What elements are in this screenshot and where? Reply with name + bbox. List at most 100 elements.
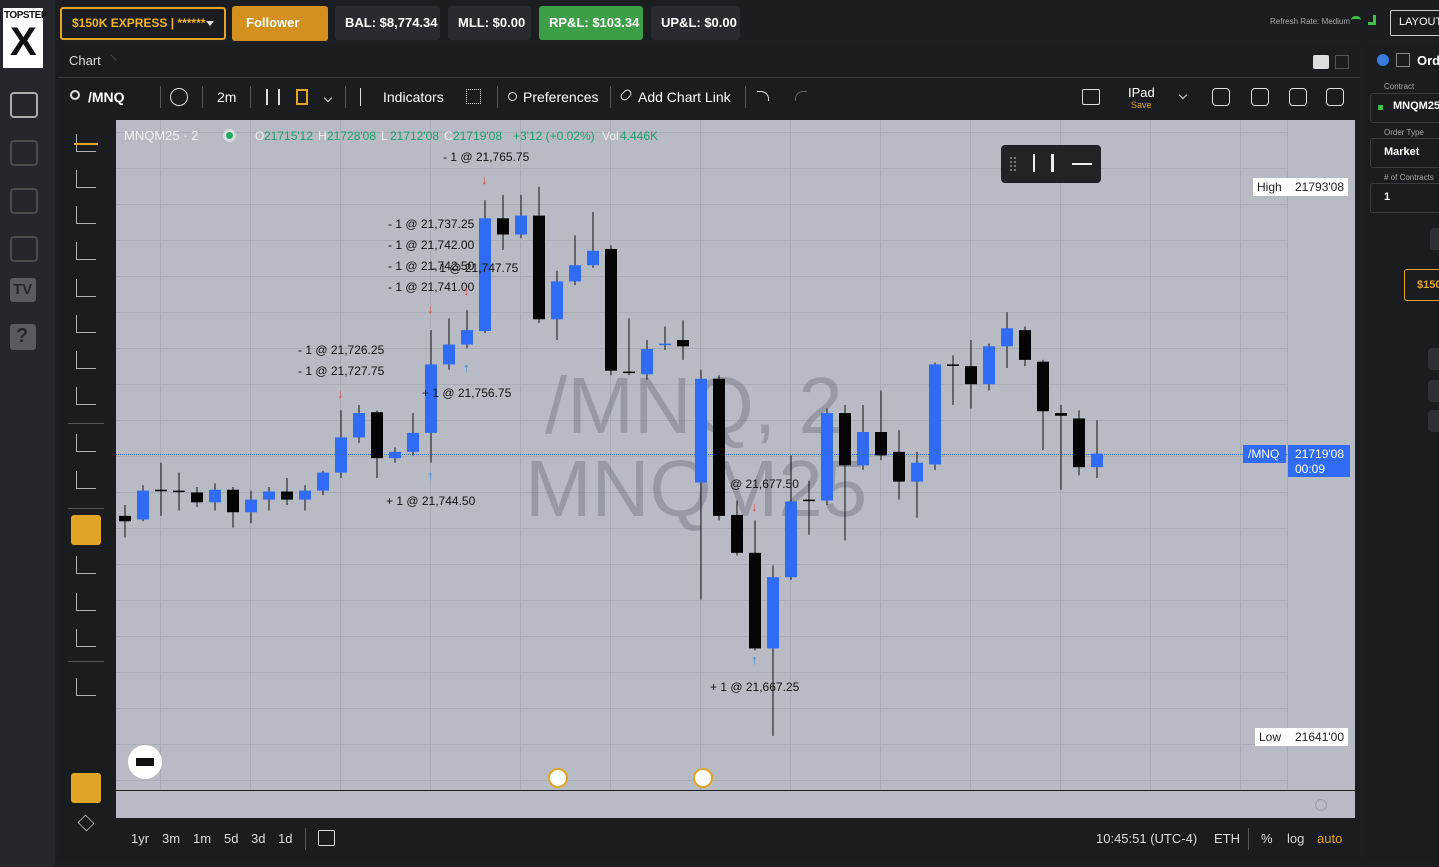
redo-icon[interactable] [795, 91, 807, 101]
layout-save: Save [1131, 100, 1152, 110]
toolbar-divider [345, 86, 346, 108]
indicators[interactable]: Indicators [383, 89, 444, 105]
candle-body [1055, 413, 1067, 416]
candle-body [317, 472, 329, 491]
preferences[interactable]: Preferences [523, 89, 599, 105]
toolbar-icon[interactable] [1289, 88, 1307, 106]
low-label-box [1255, 728, 1348, 746]
contract-field[interactable] [1370, 93, 1439, 123]
candle-body [695, 378, 707, 483]
trade-annotation: - 1 @ 21,742.00 [388, 238, 475, 252]
panel-icon [1377, 54, 1389, 66]
drawing-tool[interactable] [76, 387, 96, 405]
select-icon[interactable] [1082, 89, 1100, 105]
order-button-label: $150 [1417, 279, 1439, 291]
drawing-tool[interactable] [76, 629, 96, 647]
low-value: 21641'00 [1295, 730, 1345, 744]
toolbar-icon[interactable] [1212, 88, 1230, 106]
drawing-tool[interactable] [76, 556, 96, 574]
add-compare[interactable] [170, 88, 188, 106]
ft-tool[interactable] [1033, 154, 1043, 172]
toolbar-icon[interactable] [1251, 88, 1269, 106]
drawing-tool[interactable] [76, 279, 96, 297]
templates-icon[interactable] [466, 89, 481, 104]
candle-style-icon[interactable] [296, 89, 308, 105]
candle-body [569, 265, 581, 282]
candle-body [551, 281, 563, 320]
range-button[interactable]: 1yr [131, 831, 150, 846]
auto-toggle[interactable]: auto [1317, 831, 1343, 846]
ft-tool[interactable] [1051, 154, 1054, 172]
time-axis [116, 790, 1355, 818]
bottom-divider [1248, 828, 1249, 850]
axis-settings[interactable] [1315, 799, 1327, 811]
sidebar-icon [10, 236, 38, 262]
session[interactable]: ETH [1214, 831, 1240, 846]
layout-name[interactable]: IPad [1128, 85, 1155, 100]
panel-control[interactable] [1428, 380, 1439, 402]
tool-divider [68, 423, 104, 424]
toolbar-icon[interactable] [1326, 88, 1344, 106]
layout-button[interactable] [1390, 10, 1439, 36]
sidebar-icon [10, 92, 38, 118]
magnet-tool[interactable] [71, 515, 101, 545]
order-type-field[interactable] [1370, 138, 1439, 168]
log-toggle[interactable]: log [1287, 831, 1305, 846]
panel-control[interactable] [1428, 410, 1439, 432]
max-panel[interactable] [1335, 55, 1349, 69]
add-chart-link[interactable]: Add Chart Link [638, 89, 731, 105]
drawing-tool[interactable] [76, 434, 96, 452]
percent-toggle[interactable]: % [1261, 831, 1273, 846]
last-price-box [1288, 445, 1350, 477]
drawing-tool[interactable] [76, 678, 96, 696]
layout-label: LAYOUT [1399, 16, 1439, 28]
range-button[interactable]: 1d [278, 831, 293, 846]
last-symbol: /MNQ [1248, 447, 1280, 461]
stat-mll: MLL: $0.00 [458, 15, 526, 30]
favorite-tool[interactable] [71, 773, 101, 803]
ft-line[interactable] [1072, 163, 1092, 165]
drawing-tool[interactable] [76, 315, 96, 333]
legend-label: H [318, 129, 327, 143]
drawing-tool[interactable] [76, 170, 96, 188]
drawing-tool[interactable] [76, 593, 96, 611]
account-select[interactable] [60, 7, 226, 40]
drawing-tool[interactable] [76, 471, 96, 489]
range-button[interactable]: 5d [224, 831, 239, 846]
legend-dot [226, 132, 233, 139]
contracts-field[interactable] [1370, 183, 1439, 213]
toolbar-divider [497, 86, 498, 108]
panel-control[interactable] [1428, 348, 1439, 370]
order-button[interactable] [1404, 269, 1439, 301]
drawing-tool[interactable] [76, 206, 96, 224]
range-button[interactable]: 1m [193, 831, 212, 846]
candle-body [785, 501, 797, 578]
symbol[interactable]: /MNQ [88, 89, 125, 105]
clock: 10:45:51 (UTC-4) [1096, 831, 1198, 846]
trade-annotation: @ 21,677.50 [730, 477, 799, 491]
chart-tab[interactable]: Chart [69, 53, 101, 68]
contract-label: Contract [1384, 82, 1415, 91]
range-button[interactable]: 3d [251, 831, 266, 846]
candle-body [389, 451, 401, 459]
search-icon [70, 90, 80, 100]
panel-control[interactable] [1430, 228, 1439, 250]
candle-body [641, 349, 653, 375]
legend-label: L [381, 129, 388, 143]
trade-arrow: ↓ [481, 172, 488, 187]
add-panel[interactable] [1313, 55, 1329, 69]
drawing-tool[interactable] [76, 351, 96, 369]
undo-icon[interactable] [757, 91, 769, 101]
interval[interactable]: 2m [217, 89, 237, 105]
range-button[interactable]: 3m [162, 831, 181, 846]
follower-button[interactable] [232, 6, 328, 41]
candle-body [137, 490, 149, 520]
calendar-icon[interactable] [318, 830, 335, 846]
candle-body [731, 514, 743, 553]
drawing-tool[interactable] [76, 242, 96, 260]
candle-body [1001, 328, 1013, 347]
stat-box [651, 6, 740, 40]
candle-body [533, 215, 545, 320]
trade-annotation: - 1 @ 21,737.25 [388, 217, 475, 231]
tool-divider [68, 661, 104, 662]
